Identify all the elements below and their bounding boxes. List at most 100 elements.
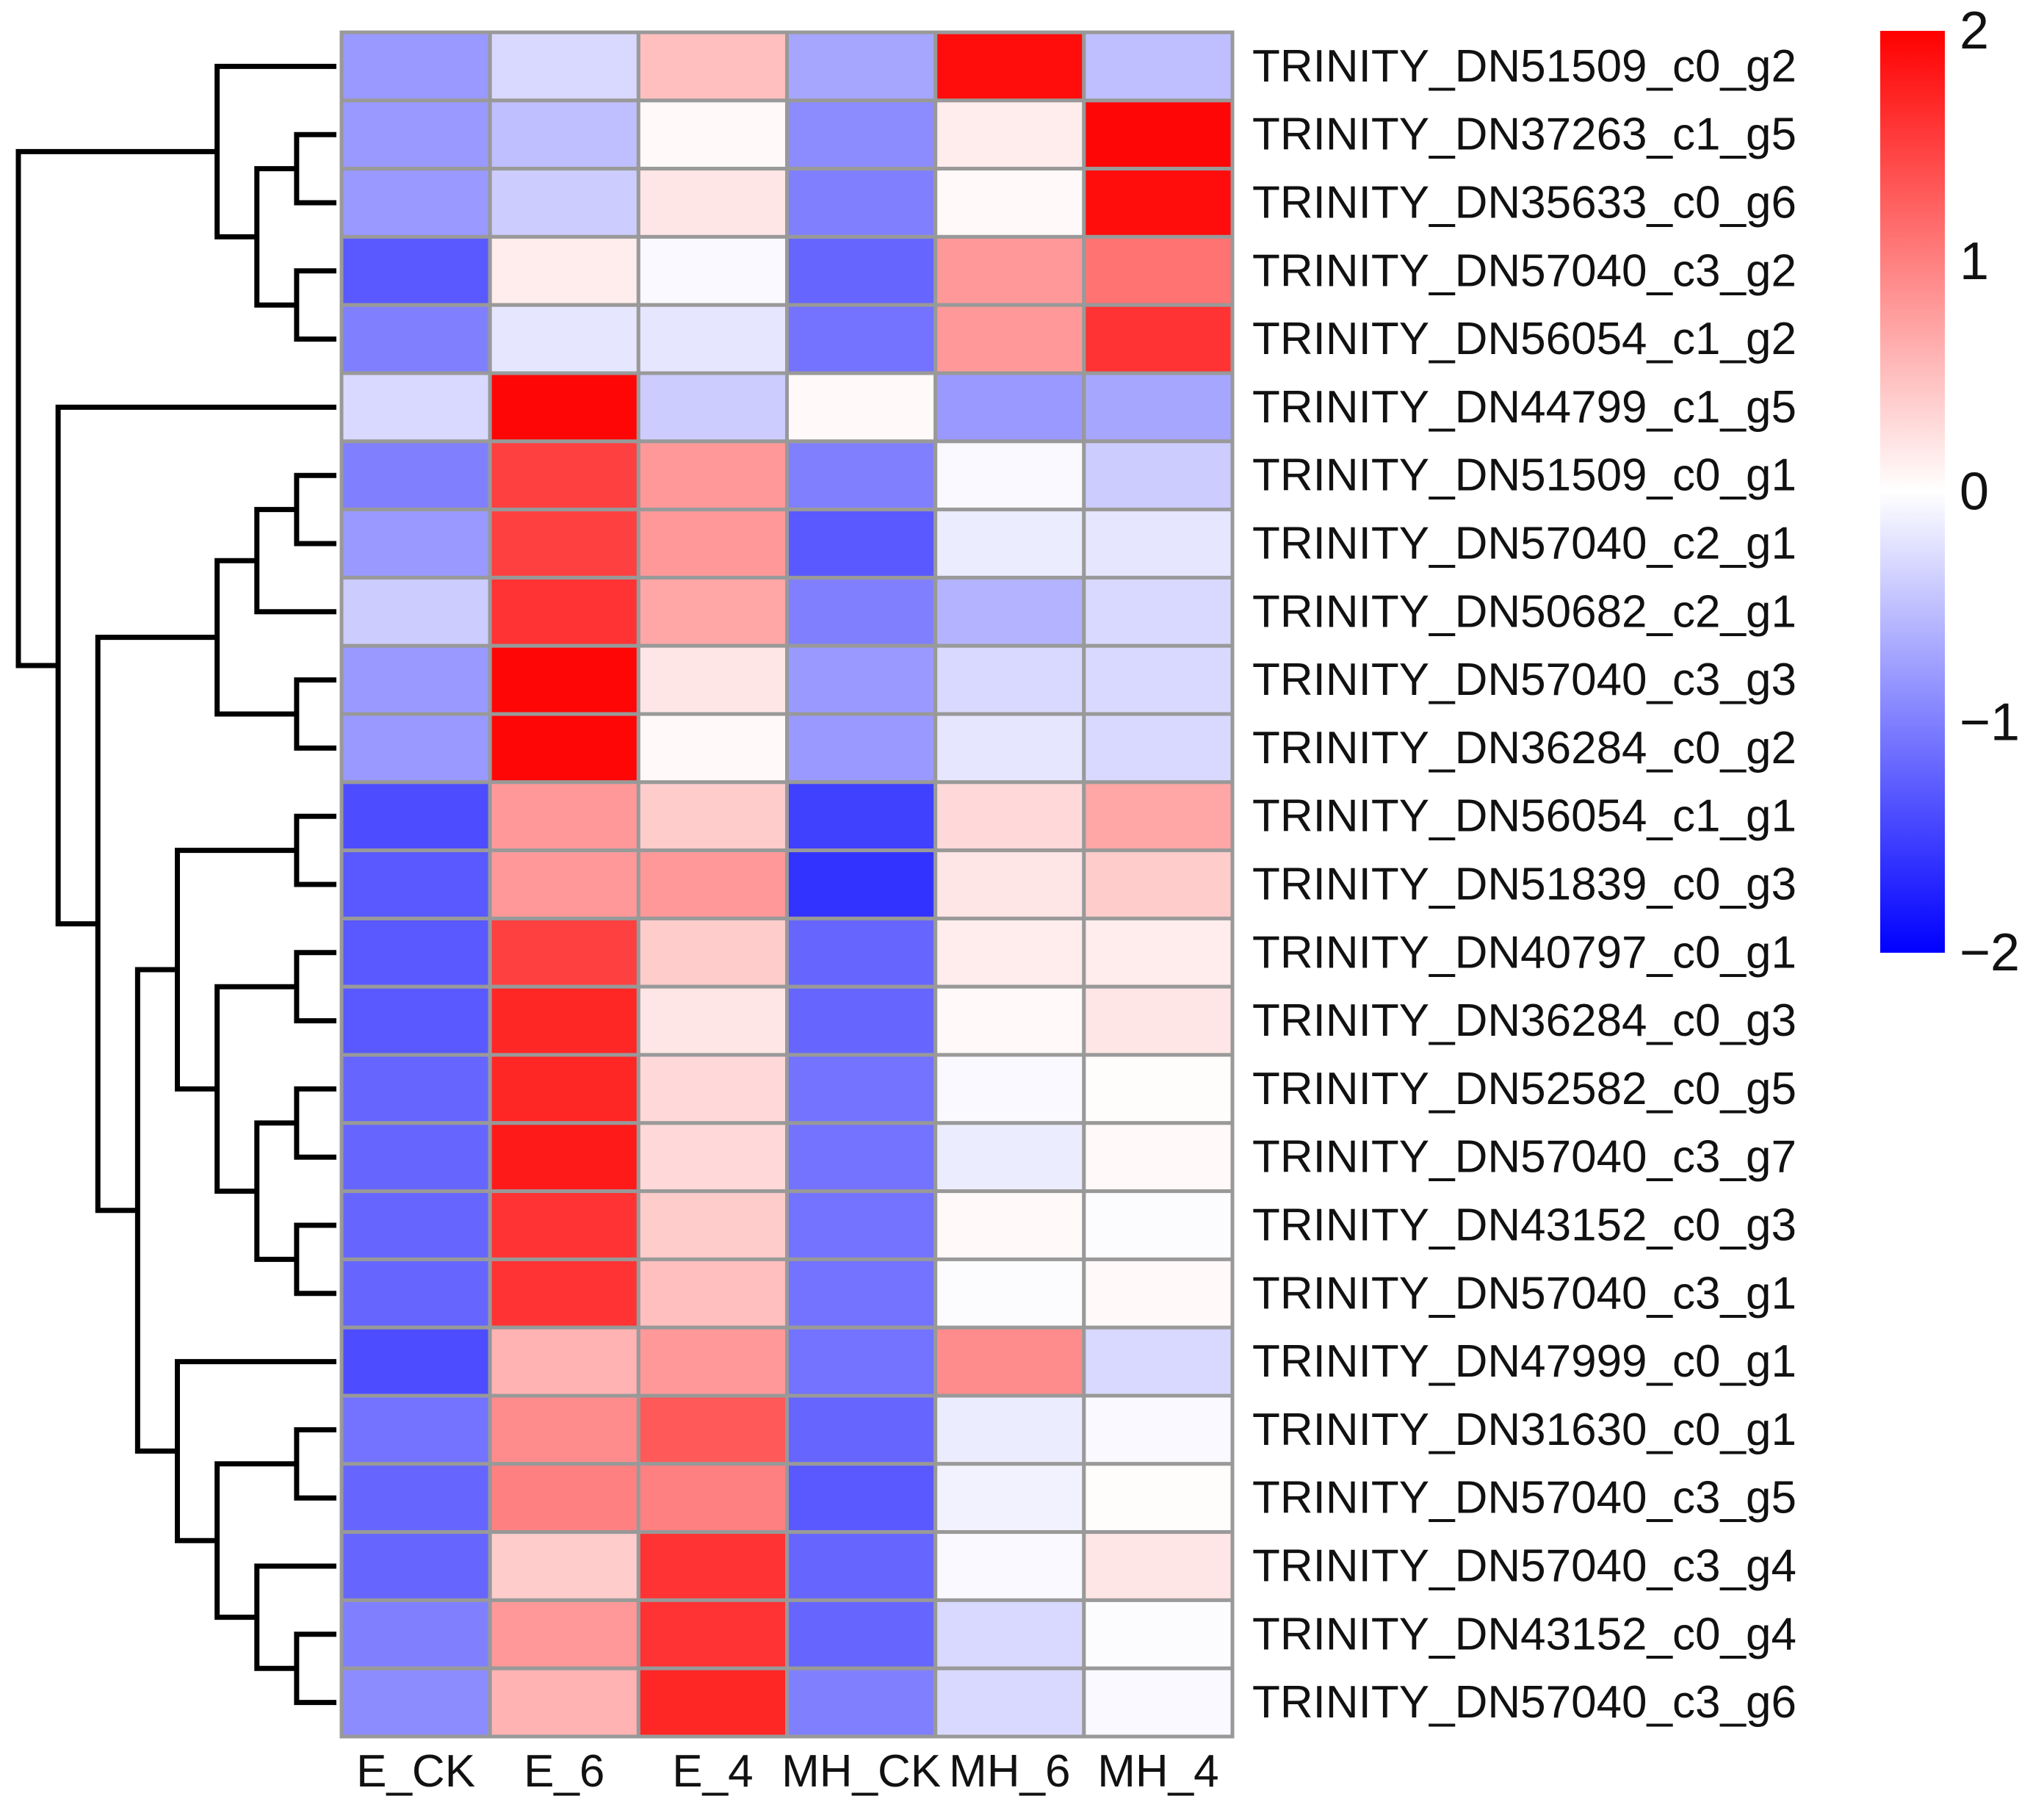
heatmap-cell [1082,643,1235,716]
heatmap-cell [636,167,789,239]
heatmap-cell [636,1530,789,1602]
heatmap-cell [636,712,789,785]
heatmap-cell [1082,1393,1235,1466]
row-label: TRINITY_DN36284_c0_g2 [1252,723,1796,774]
heatmap-cell [933,98,1086,171]
heatmap-cell [488,30,640,103]
heatmap-cell [1082,1325,1235,1398]
row-label: TRINITY_DN52582_c0_g5 [1252,1064,1796,1114]
row-label: TRINITY_DN47999_c0_g1 [1252,1336,1796,1387]
row-label: TRINITY_DN51839_c0_g3 [1252,859,1796,910]
heatmap-cell [339,234,492,307]
row-label: TRINITY_DN35633_c0_g6 [1252,178,1796,228]
row-label: TRINITY_DN36284_c0_g3 [1252,995,1796,1046]
heatmap-cell [488,1598,640,1670]
heatmap-cell [339,1598,492,1670]
row-label: TRINITY_DN51509_c0_g2 [1252,41,1796,92]
row-label: TRINITY_DN57040_c3_g7 [1252,1132,1796,1183]
heatmap-cell [1082,1666,1235,1739]
heatmap-cell [339,1053,492,1125]
heatmap-cell [785,1053,938,1125]
heatmap-cell [339,916,492,989]
heatmap-cell [488,1393,640,1466]
heatmap-cell [933,1325,1086,1398]
dendrogram-branch [294,950,336,1024]
dendrogram-branch [294,1631,336,1706]
heatmap-cell [636,1257,789,1330]
heatmap-cell [785,234,938,307]
heatmap-cell [933,780,1086,853]
heatmap-cell [488,575,640,648]
heatmap-cell [636,234,789,307]
heatmap-cell [933,643,1086,716]
row-dendrogram [15,63,336,1706]
heatmap-cell [933,167,1086,239]
heatmap-cell [1082,234,1235,307]
heatmap-cell [1082,1121,1235,1194]
heatmap-cell [488,848,640,920]
heatmap-cell [785,984,938,1057]
heatmap-cell [785,1598,938,1670]
row-label: TRINITY_DN57040_c3_g5 [1252,1473,1796,1524]
heatmap-cell [1082,1189,1235,1261]
heatmap-cell [785,1666,938,1739]
heatmap-cells [339,30,1235,1739]
dendrogram-branch [294,1086,336,1160]
heatmap-cell [933,1666,1086,1739]
row-label: TRINITY_DN57040_c3_g1 [1252,1268,1796,1319]
heatmap-cell [488,916,640,989]
heatmap-cell [339,575,492,648]
heatmap-cell [339,1121,492,1194]
heatmap-cell [1082,984,1235,1057]
heatmap-cell [488,1666,640,1739]
heatmap-cell [636,1053,789,1125]
heatmap-cell [636,643,789,716]
heatmap-cell [1082,780,1235,853]
heatmap-cell [785,1530,938,1602]
heatmap-cell [636,1393,789,1466]
heatmap-cell [933,439,1086,512]
heatmap-cell [933,1462,1086,1535]
heatmap-cell [636,1666,789,1739]
heatmap-cell [933,1598,1086,1670]
heatmap-cell [339,1189,492,1261]
heatmap-cell [488,98,640,171]
heatmap-cell [1082,1530,1235,1602]
heatmap-cell [785,98,938,171]
heatmap-cell [636,575,789,648]
row-label: TRINITY_DN57040_c3_g2 [1252,245,1796,296]
row-label: TRINITY_DN37263_c1_g5 [1252,109,1796,160]
heatmap-cell [636,508,789,580]
heatmap-cell [933,1121,1086,1194]
column-label: E_6 [524,1746,604,1797]
heatmap-cell [785,916,938,989]
heatmap-cell [636,98,789,171]
heatmap-cell [636,1598,789,1670]
heatmap-cell [1082,30,1235,103]
row-label: TRINITY_DN40797_c0_g1 [1252,927,1796,978]
dendrogram-branch [175,1359,336,1543]
heatmap-cell [339,371,492,444]
heatmap-cell [488,234,640,307]
heatmap-cell [339,303,492,375]
dendrogram-branch [294,677,336,751]
dendrogram-branch [294,268,336,342]
row-label: TRINITY_DN57040_c3_g6 [1252,1677,1796,1728]
column-label: MH_4 [1097,1746,1218,1797]
heatmap-cell [1082,1598,1235,1670]
heatmap-cell [488,167,640,239]
heatmap-cell [933,1530,1086,1602]
color-scale-tick-label: 0 [1960,463,1989,522]
heatmap-cell [933,848,1086,920]
row-label: TRINITY_DN56054_c1_g2 [1252,314,1796,364]
heatmap-cell [785,371,938,444]
heatmap-cell [488,1462,640,1535]
heatmap-cell [1082,575,1235,648]
heatmap-cell [933,1053,1086,1125]
dendrogram-branch [254,166,297,308]
heatmap-cell [339,1462,492,1535]
heatmap-cell [636,1325,789,1398]
color-scale-tick-label: 2 [1960,1,1989,60]
heatmap-cell [339,439,492,512]
